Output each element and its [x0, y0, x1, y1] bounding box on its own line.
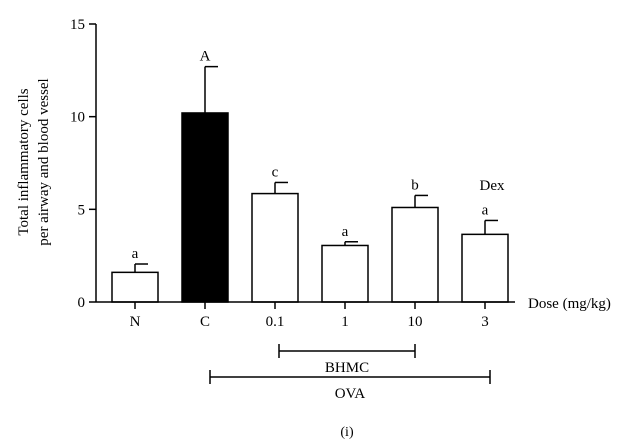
significance-label: a [482, 202, 489, 218]
y-tick-label: 15 [70, 17, 85, 33]
y-tick-label: 0 [78, 295, 86, 311]
x-axis-title: Dose (mg/kg) [528, 296, 611, 312]
ova-label: OVA [335, 386, 366, 402]
y-tick-label: 10 [70, 110, 85, 126]
bar-3 [321, 244, 369, 303]
significance-label: a [132, 246, 139, 262]
significance-label: b [411, 177, 419, 193]
x-axis: N C 0.1 1 10 3 [96, 301, 515, 330]
x-tick-label: 10 [408, 314, 423, 330]
x-tick-label: 3 [481, 314, 489, 330]
significance-label: a [342, 224, 349, 240]
bars-group: a Ac a b a [111, 49, 509, 303]
y-tick-label: 5 [78, 202, 86, 218]
bar-4 [391, 206, 439, 303]
bar-5 [461, 233, 509, 303]
panel-label: (i) [340, 425, 354, 440]
y-axis-title: Total inflammatory cells per airway and … [16, 78, 52, 245]
x-tick-label: 0.1 [266, 314, 285, 330]
significance-label: A [200, 49, 211, 65]
bhmc-bracket: BHMC [278, 344, 416, 376]
bar-0 [111, 271, 159, 303]
y-axis: 0 5 10 15 [70, 17, 97, 311]
y-axis-title-line2: per airway and blood vessel [36, 78, 52, 245]
x-tick-label: C [200, 314, 210, 330]
x-tick-label: N [130, 314, 141, 330]
bar-1 [181, 112, 229, 303]
x-tick-label: 1 [341, 314, 349, 330]
bhmc-label: BHMC [325, 360, 369, 376]
dex-annotation: Dex [480, 178, 505, 194]
significance-label: c [272, 164, 279, 180]
y-axis-title-line1: Total inflammatory cells [16, 88, 32, 235]
ova-bracket: OVA [209, 370, 491, 402]
bar-2 [251, 192, 299, 303]
